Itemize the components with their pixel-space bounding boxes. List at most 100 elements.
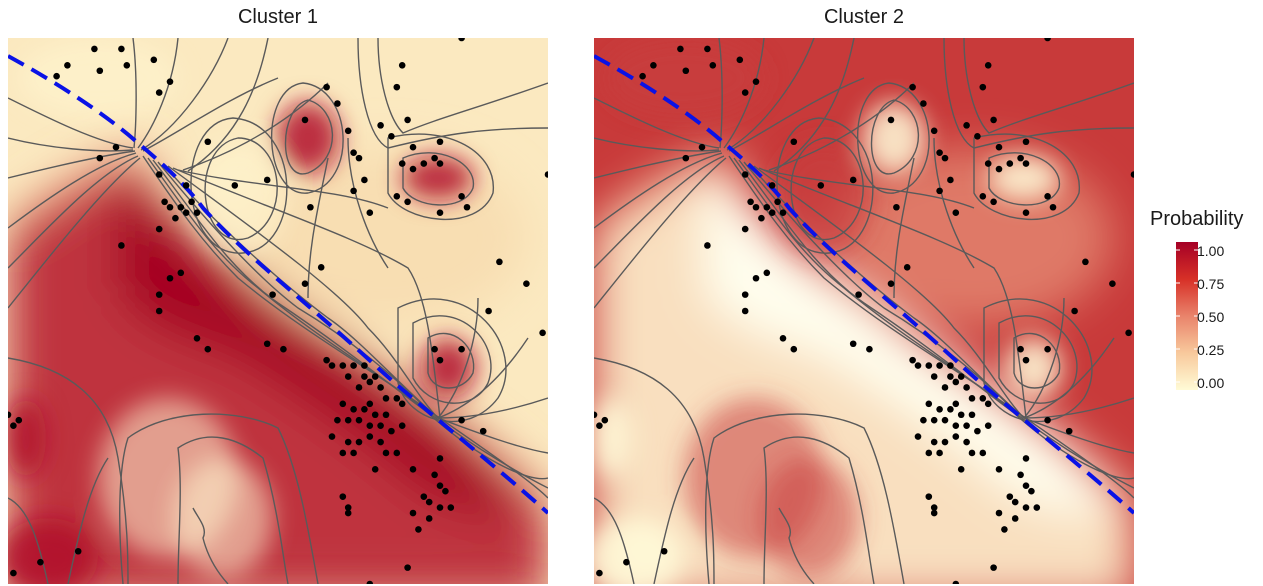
data-point [339, 449, 347, 457]
data-point [371, 411, 379, 419]
data-point [393, 449, 401, 457]
data-point [974, 132, 981, 140]
contour-line [988, 152, 1060, 206]
contour-line [768, 82, 915, 171]
legend-tick-0.50: 0.50 [1197, 309, 1225, 325]
data-point [1049, 203, 1057, 211]
contour-line [147, 157, 548, 489]
data-point [936, 187, 943, 195]
decision-boundary-line [594, 54, 1134, 515]
data-point [596, 569, 603, 577]
data-point [420, 493, 428, 500]
data-point [377, 384, 384, 391]
contour-line [270, 82, 344, 194]
data-point [415, 526, 422, 533]
data-point [37, 558, 44, 566]
data-point [280, 345, 287, 353]
data-point [350, 362, 357, 369]
data-point [458, 345, 465, 353]
contour-line [8, 357, 129, 584]
data-point [74, 547, 82, 555]
contour-line [402, 152, 474, 206]
data-point [1017, 345, 1024, 353]
data-point [447, 504, 455, 511]
data-point [995, 466, 1003, 473]
contour-line [427, 332, 475, 389]
data-point [925, 400, 933, 408]
legend-title: Probability [1150, 208, 1244, 230]
data-point [361, 362, 368, 369]
data-point [920, 416, 927, 424]
legend-tick-1.00: 1.00 [1197, 243, 1225, 259]
data-point [317, 264, 325, 271]
data-point [990, 198, 997, 206]
contour-line [943, 38, 1134, 149]
data-point [398, 160, 406, 167]
contour-line [653, 457, 695, 584]
data-point [741, 307, 749, 315]
contour-line [856, 82, 930, 194]
data-point [947, 362, 954, 369]
legend-gradient [1176, 242, 1198, 390]
data-point [371, 373, 379, 380]
data-point [404, 564, 411, 571]
data-point [741, 225, 749, 233]
data-point [930, 127, 938, 135]
data-point [909, 83, 916, 91]
data-point [344, 509, 352, 517]
contour-line [157, 161, 434, 417]
data-point [941, 438, 949, 446]
data-point [436, 356, 444, 364]
data-point [15, 416, 23, 424]
contour-line [933, 137, 975, 269]
contour-line [167, 165, 439, 419]
contour-line [790, 137, 864, 241]
data-point [344, 438, 352, 446]
contour-line [594, 152, 723, 229]
data-point [866, 345, 873, 353]
data-point [366, 209, 374, 217]
data-point [752, 274, 760, 282]
data-point [355, 384, 363, 391]
contour-line [437, 397, 548, 419]
data-point [594, 411, 598, 419]
data-point [64, 62, 71, 69]
contour-line [347, 137, 389, 269]
data-point [1006, 493, 1014, 500]
data-point [1044, 345, 1051, 353]
data-point [1001, 526, 1008, 533]
contour-line [763, 436, 875, 584]
data-point [155, 307, 163, 315]
contour-line [182, 82, 329, 171]
data-point [166, 78, 174, 85]
data-point [366, 580, 374, 584]
data-point [952, 422, 960, 429]
data-point [768, 209, 776, 217]
data-point [1022, 482, 1030, 490]
data-point [263, 340, 271, 348]
data-point [425, 498, 433, 506]
data-point [350, 405, 357, 413]
data-point [1006, 160, 1014, 167]
contour-line [187, 38, 269, 172]
contour-line [437, 417, 548, 454]
data-point [952, 209, 960, 217]
decision-boundary-line [8, 54, 548, 515]
contour-line [726, 38, 815, 151]
data-point [930, 509, 938, 517]
data-point [10, 422, 17, 429]
legend-colorbar [1176, 242, 1198, 390]
contour-line [204, 137, 278, 241]
data-point [1130, 171, 1134, 178]
data-point [177, 203, 185, 211]
contour-line [8, 97, 134, 149]
data-point [1065, 427, 1073, 435]
data-point [377, 438, 384, 446]
data-point [1071, 307, 1078, 315]
data-point [96, 67, 104, 75]
contour-line [357, 38, 548, 149]
data-point [1125, 329, 1132, 337]
data-point [1011, 498, 1019, 506]
contour-line [733, 157, 1134, 489]
data-point [1022, 504, 1030, 511]
